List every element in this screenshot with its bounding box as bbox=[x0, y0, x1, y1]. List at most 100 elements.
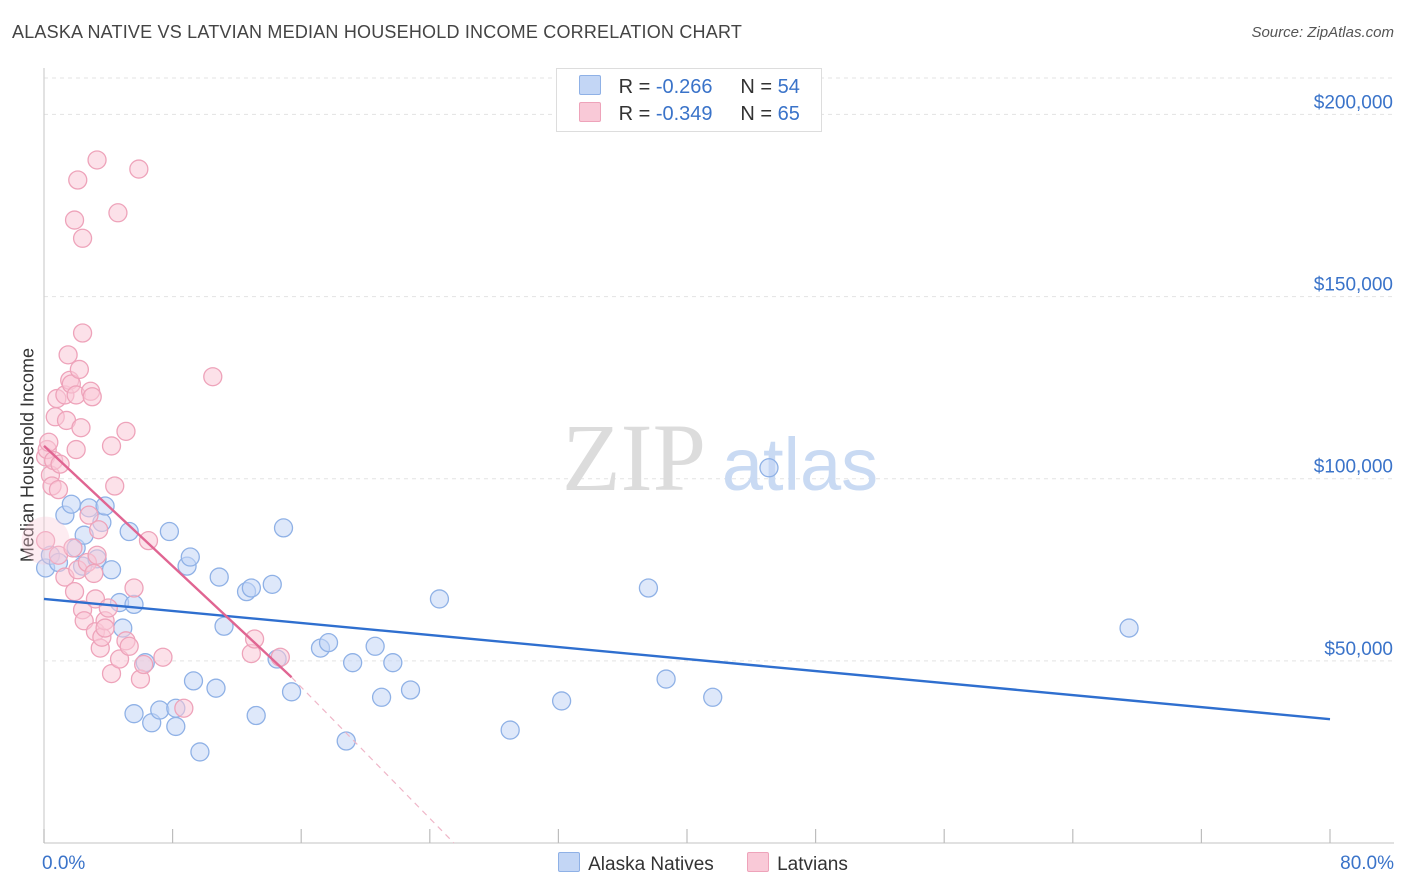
point-latvian bbox=[89, 520, 109, 540]
legend-r-value: -0.266 bbox=[655, 76, 713, 98]
point-latvian bbox=[101, 663, 122, 684]
legend-n-value: 65 bbox=[777, 103, 800, 125]
point-latvian bbox=[124, 578, 144, 598]
x-tick-label-max: 80.0% bbox=[1340, 853, 1394, 874]
point-alaska-native bbox=[429, 589, 450, 609]
axes bbox=[43, 68, 1394, 844]
point-latvian bbox=[39, 432, 59, 452]
point-latvian bbox=[79, 505, 99, 525]
point-alaska-native bbox=[124, 594, 144, 615]
point-alaska-native bbox=[209, 567, 229, 587]
point-alaska-native bbox=[759, 458, 779, 478]
point-latvian bbox=[105, 476, 125, 496]
point-alaska-native bbox=[180, 547, 200, 567]
grid-lines bbox=[44, 77, 1394, 662]
series-latvians bbox=[21, 150, 290, 718]
legend-r-label: R = bbox=[618, 76, 651, 98]
point-latvian bbox=[98, 598, 118, 618]
chart-title: ALASKA NATIVE VS LATVIAN MEDIAN HOUSEHOL… bbox=[12, 22, 743, 42]
legend-swatch-pink bbox=[579, 102, 601, 122]
point-alaska-native bbox=[1119, 618, 1139, 638]
trend-extension-latvians bbox=[291, 676, 455, 844]
point-latvian bbox=[119, 636, 139, 656]
point-alaska-native bbox=[61, 494, 81, 514]
point-latvian bbox=[64, 581, 85, 602]
point-alaska-native bbox=[371, 687, 392, 707]
point-latvian bbox=[87, 545, 107, 565]
trend-lines bbox=[43, 445, 1331, 844]
point-alaska-native bbox=[262, 574, 282, 595]
point-alaska-native bbox=[246, 705, 266, 726]
legend-n-label: N = bbox=[740, 76, 773, 98]
point-latvian bbox=[50, 454, 70, 474]
y-tick-label: $200,000 bbox=[1314, 92, 1393, 113]
point-latvian bbox=[72, 323, 93, 343]
point-alaska-native bbox=[119, 521, 139, 542]
point-latvian bbox=[116, 421, 136, 442]
point-alaska-native bbox=[336, 731, 356, 751]
point-alaska-native bbox=[101, 560, 122, 580]
point-alaska-native bbox=[166, 716, 186, 737]
legend-row-alaska-natives: R = -0.266 N = 54 bbox=[579, 75, 800, 99]
point-latvian bbox=[108, 203, 128, 223]
point-latvian bbox=[69, 359, 90, 380]
legend-label: Alaska Natives bbox=[588, 854, 714, 875]
point-alaska-native bbox=[159, 521, 180, 542]
y-tick-label: $150,000 bbox=[1314, 275, 1393, 296]
legend-n-label: N = bbox=[740, 103, 773, 125]
tick-labels: $50,000 $100,000 $150,000 $200,000 0.0% 80.0% bbox=[42, 92, 1394, 874]
point-alaska-native bbox=[656, 669, 676, 689]
trend-line-alaska-natives bbox=[43, 597, 1331, 721]
series-legend: Alaska Natives Latvians bbox=[0, 852, 1406, 876]
source-label: Source: ZipAtlas.com bbox=[1251, 24, 1394, 41]
point-latvian bbox=[84, 563, 104, 584]
x-tick-label-min: 0.0% bbox=[42, 853, 85, 874]
point-alaska-native bbox=[703, 687, 723, 707]
y-tick-label: $100,000 bbox=[1314, 457, 1393, 478]
point-alaska-native bbox=[190, 742, 210, 762]
point-latvian bbox=[71, 418, 91, 438]
legend-r-label: R = bbox=[618, 103, 651, 125]
point-alaska-native bbox=[214, 616, 234, 636]
point-alaska-native bbox=[551, 691, 572, 711]
legend-swatch-pink bbox=[747, 852, 770, 872]
point-alaska-native bbox=[206, 678, 226, 698]
legend-swatch-blue bbox=[579, 75, 601, 95]
point-alaska-native bbox=[318, 632, 339, 653]
point-alaska-native bbox=[183, 671, 204, 691]
legend-item-latvians[interactable]: Latvians bbox=[747, 852, 848, 876]
legend-row-latvians: R = -0.349 N = 65 bbox=[579, 102, 800, 126]
y-tick-label: $50,000 bbox=[1324, 639, 1393, 660]
point-latvian bbox=[87, 150, 107, 170]
point-latvian bbox=[101, 436, 122, 456]
point-latvian bbox=[58, 345, 78, 365]
point-latvian bbox=[35, 530, 56, 551]
point-latvian bbox=[82, 387, 102, 407]
point-alaska-native bbox=[365, 636, 385, 656]
watermark: ZIP atlas bbox=[562, 404, 878, 511]
legend-n-value: 54 bbox=[777, 76, 800, 98]
point-latvian bbox=[95, 618, 115, 638]
point-alaska-native bbox=[150, 700, 170, 720]
point-latvian bbox=[270, 647, 290, 667]
correlation-legend: R = -0.266 N = 54 R = -0.349 N = 65 bbox=[556, 68, 822, 132]
point-alaska-native bbox=[124, 704, 144, 724]
point-alaska-native bbox=[273, 518, 294, 538]
legend-label: Latvians bbox=[777, 854, 848, 875]
point-latvian bbox=[109, 649, 130, 669]
trend-line-latvians bbox=[43, 445, 293, 679]
point-alaska-native bbox=[342, 653, 363, 673]
point-latvian bbox=[48, 479, 69, 500]
point-latvian bbox=[64, 210, 85, 230]
point-latvian bbox=[153, 647, 173, 667]
legend-item-alaska-natives[interactable]: Alaska Natives bbox=[558, 852, 714, 876]
point-latvian bbox=[129, 159, 149, 179]
point-latvian bbox=[138, 530, 159, 551]
legend-r-value: -0.349 bbox=[655, 103, 713, 125]
point-alaska-native bbox=[400, 680, 421, 700]
point-latvian bbox=[63, 538, 83, 558]
point-alaska-native bbox=[383, 653, 403, 673]
watermark-atlas: atlas bbox=[722, 423, 878, 506]
point-alaska-native bbox=[95, 496, 115, 516]
watermark-zip: ZIP bbox=[562, 404, 706, 511]
